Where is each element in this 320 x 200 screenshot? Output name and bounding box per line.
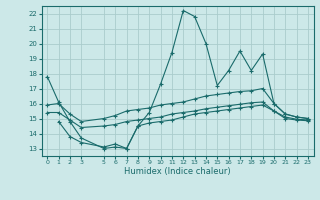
X-axis label: Humidex (Indice chaleur): Humidex (Indice chaleur)	[124, 167, 231, 176]
